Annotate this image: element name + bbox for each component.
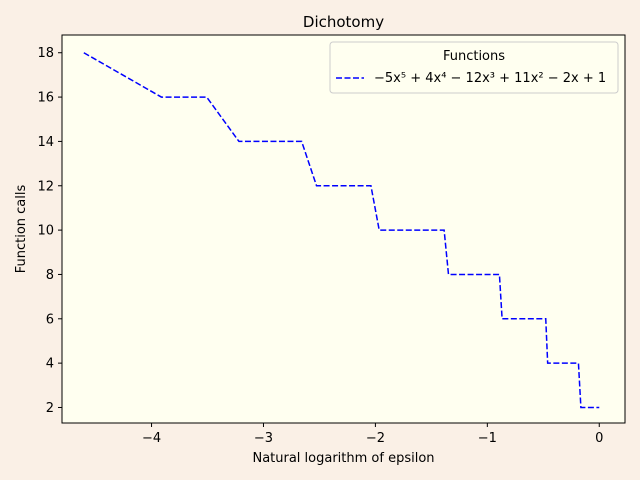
x-tick-label: −3 xyxy=(254,431,273,446)
y-tick-label: 10 xyxy=(37,224,54,239)
plot-area xyxy=(62,35,625,423)
x-axis-label: Natural logarithm of epsilon xyxy=(252,451,434,466)
y-tick-label: 18 xyxy=(37,46,54,61)
legend: Functions −5x⁵ + 4x⁴ − 12x³ + 11x² − 2x … xyxy=(329,41,619,94)
y-tick-label: 12 xyxy=(37,179,54,194)
y-tick-label: 6 xyxy=(46,312,54,327)
legend-box xyxy=(329,41,619,94)
legend-title: Functions xyxy=(443,49,505,64)
y-tick-label: 2 xyxy=(46,401,54,416)
series-line xyxy=(83,52,600,409)
y-axis: 2 4 6 8 10 12 14 16 18 xyxy=(37,46,62,416)
y-tick-label: 8 xyxy=(46,268,54,283)
y-tick-label: 4 xyxy=(46,357,54,372)
x-tick-label: −4 xyxy=(142,431,161,446)
y-axis-label: Function calls xyxy=(14,185,29,274)
chart-title: Dichotomy xyxy=(303,13,384,31)
y-tick-label: 16 xyxy=(37,91,54,106)
plot-frame xyxy=(61,34,626,424)
x-axis: −4 −3 −2 −1 0 xyxy=(142,423,603,446)
x-tick-label: 0 xyxy=(595,431,603,446)
y-tick-label: 14 xyxy=(37,135,54,150)
x-tick-label: −1 xyxy=(478,431,497,446)
series-layer xyxy=(83,52,600,409)
x-tick-label: −2 xyxy=(366,431,385,446)
legend-entry-label: −5x⁵ + 4x⁴ − 12x³ + 11x² − 2x + 1 xyxy=(374,71,606,86)
